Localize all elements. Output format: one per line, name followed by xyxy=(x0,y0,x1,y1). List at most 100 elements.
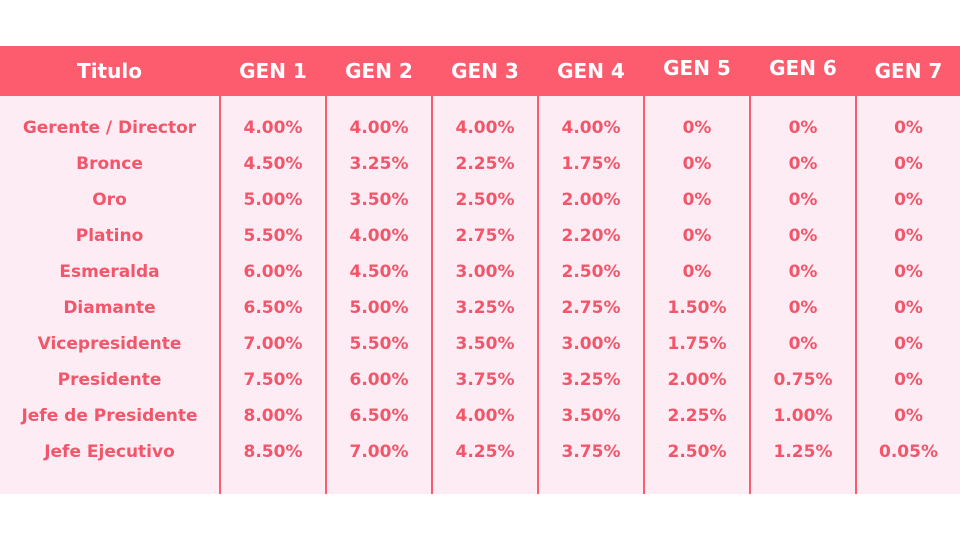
header-gen-7: GEN 7 xyxy=(874,59,943,83)
gen-value: 0% xyxy=(894,334,923,354)
gen-value: 3.25% xyxy=(561,370,621,390)
column-divider xyxy=(537,96,539,494)
gen-value: 5.50% xyxy=(243,226,303,246)
gen-value: 3.25% xyxy=(455,298,515,318)
gen-value: 0% xyxy=(894,190,923,210)
gen-value: 6.50% xyxy=(243,298,303,318)
row-title: Vicepresidente xyxy=(37,334,182,354)
row-title: Presidente xyxy=(57,370,162,390)
column-divider xyxy=(855,96,857,494)
gen-value: 3.75% xyxy=(455,370,515,390)
column-divider xyxy=(219,96,221,494)
gen-value: 0.05% xyxy=(879,442,938,462)
header-gen-2: GEN 2 xyxy=(345,59,413,83)
gen-value: 0% xyxy=(682,262,712,282)
gen-value: 4.00% xyxy=(455,406,515,426)
gen-value: 0% xyxy=(788,298,818,318)
gen-value: 0% xyxy=(788,334,818,354)
gen-value: 2.75% xyxy=(561,298,621,318)
gen-value: 0% xyxy=(682,154,712,174)
gen-value: 0% xyxy=(894,118,923,138)
column-divider xyxy=(431,96,433,494)
row-title: Jefe Ejecutivo xyxy=(44,442,175,462)
gen-value: 0% xyxy=(682,226,712,246)
row-title: Oro xyxy=(92,190,127,210)
row-title: Esmeralda xyxy=(59,262,160,282)
gen-value: 3.50% xyxy=(349,190,409,210)
table-row: Gerente / Director 4.00% 4.00% 4.00% 4.0… xyxy=(0,110,960,146)
column-divider xyxy=(643,96,645,494)
gen-value: 3.00% xyxy=(455,262,515,282)
gen-value: 2.50% xyxy=(561,262,621,282)
gen-value: 7.00% xyxy=(243,334,303,354)
gen-value: 0% xyxy=(788,118,818,138)
gen-value: 0% xyxy=(788,154,818,174)
gen-value: 0% xyxy=(788,262,818,282)
gen-value: 4.50% xyxy=(349,262,409,282)
gen-value: 1.00% xyxy=(773,406,833,426)
gen-value: 0% xyxy=(894,262,923,282)
column-divider xyxy=(325,96,327,494)
table-row: Presidente 7.50% 6.00% 3.75% 3.25% 2.00%… xyxy=(0,362,960,398)
gen-value: 0.75% xyxy=(773,370,833,390)
gen-value: 4.00% xyxy=(349,226,409,246)
gen-value: 2.75% xyxy=(455,226,515,246)
gen-value: 0% xyxy=(894,406,923,426)
header-gen-6: GEN 6 xyxy=(769,56,837,80)
gen-value: 6.00% xyxy=(243,262,303,282)
row-title: Gerente / Director xyxy=(22,118,197,138)
table-row: Jefe Ejecutivo 8.50% 7.00% 4.25% 3.75% 2… xyxy=(0,434,960,470)
gen-value: 0% xyxy=(894,226,923,246)
gen-value: 5.00% xyxy=(243,190,303,210)
header-gen-4: GEN 4 xyxy=(557,59,625,83)
header-gen-3: GEN 3 xyxy=(451,59,519,83)
gen-value: 2.00% xyxy=(561,190,621,210)
header-gen-5: GEN 5 xyxy=(663,56,731,80)
gen-value: 2.50% xyxy=(667,442,727,462)
gen-value: 7.00% xyxy=(349,442,409,462)
gen-value: 8.50% xyxy=(243,442,303,462)
table-row: Jefe de Presidente 8.00% 6.50% 4.00% 3.5… xyxy=(0,398,960,434)
gen-value: 5.00% xyxy=(349,298,409,318)
gen-value: 4.50% xyxy=(243,154,303,174)
gen-value: 3.50% xyxy=(561,406,621,426)
gen-value: 0% xyxy=(682,190,712,210)
gen-value: 4.00% xyxy=(455,118,515,138)
table-row: Oro 5.00% 3.50% 2.50% 2.00% 0% 0% 0% xyxy=(0,182,960,218)
gen-value: 2.50% xyxy=(455,190,515,210)
commission-table: Titulo GEN 1 GEN 2 GEN 3 GEN 4 GEN 5 GEN… xyxy=(0,46,960,494)
row-title: Jefe de Presidente xyxy=(21,406,198,426)
gen-value: 2.20% xyxy=(561,226,621,246)
gen-value: 4.00% xyxy=(243,118,303,138)
row-title: Diamante xyxy=(63,298,156,318)
gen-value: 3.00% xyxy=(561,334,621,354)
gen-value: 6.00% xyxy=(349,370,409,390)
gen-value: 6.50% xyxy=(349,406,409,426)
gen-value: 0% xyxy=(894,298,923,318)
gen-value: 2.25% xyxy=(667,406,727,426)
table-header-row: Titulo GEN 1 GEN 2 GEN 3 GEN 4 GEN 5 GEN… xyxy=(0,46,960,96)
gen-value: 7.50% xyxy=(243,370,303,390)
table-row: Vicepresidente 7.00% 5.50% 3.50% 3.00% 1… xyxy=(0,326,960,362)
gen-value: 1.25% xyxy=(773,442,833,462)
gen-value: 3.50% xyxy=(455,334,515,354)
gen-value: 1.75% xyxy=(667,334,727,354)
row-title: Platino xyxy=(75,226,144,246)
gen-value: 4.00% xyxy=(349,118,409,138)
gen-value: 8.00% xyxy=(243,406,303,426)
gen-value: 0% xyxy=(894,370,923,390)
gen-value: 5.50% xyxy=(349,334,409,354)
column-divider xyxy=(749,96,751,494)
table-row: Platino 5.50% 4.00% 2.75% 2.20% 0% 0% 0% xyxy=(0,218,960,254)
header-gen-1: GEN 1 xyxy=(239,59,307,83)
table-row: Esmeralda 6.00% 4.50% 3.00% 2.50% 0% 0% … xyxy=(0,254,960,290)
gen-value: 0% xyxy=(894,154,923,174)
gen-value: 4.00% xyxy=(561,118,621,138)
gen-value: 2.25% xyxy=(455,154,515,174)
header-titulo: Titulo xyxy=(77,59,142,83)
gen-value: 0% xyxy=(788,226,818,246)
gen-value: 0% xyxy=(788,190,818,210)
table-row: Diamante 6.50% 5.00% 3.25% 2.75% 1.50% 0… xyxy=(0,290,960,326)
row-title: Bronce xyxy=(76,154,143,174)
gen-value: 2.00% xyxy=(667,370,727,390)
